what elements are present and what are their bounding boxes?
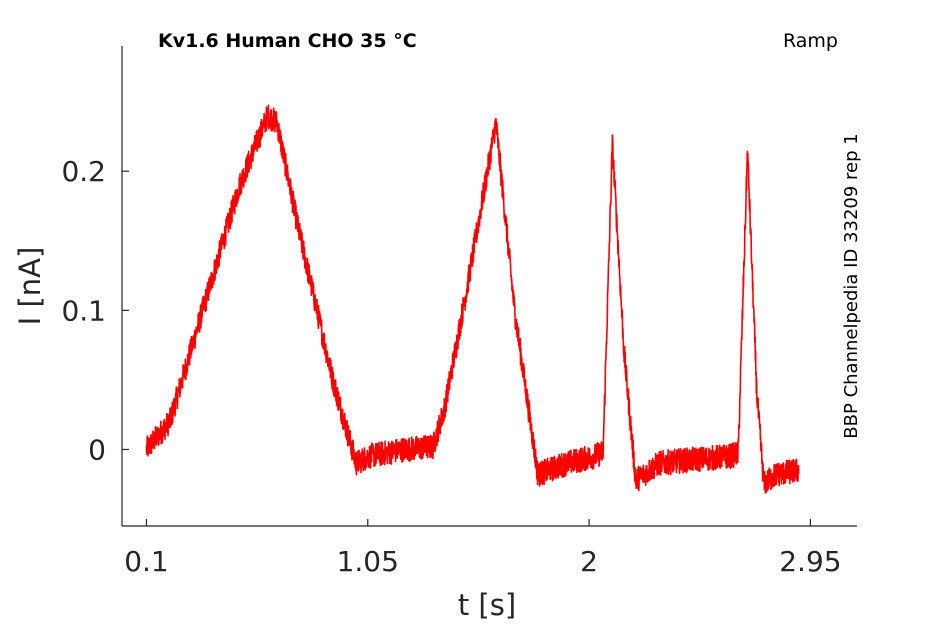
y-axis-ticks: 0 0.1 0.2 <box>61 155 129 466</box>
y-axis-label: I [nA] <box>13 247 47 326</box>
chart-subtitle: Ramp <box>783 30 838 52</box>
y-tick-label: 0 <box>88 433 106 466</box>
x-axis-ticks: 0.1 1.05 2 2.95 <box>124 519 842 578</box>
y-tick-label: 0.2 <box>61 155 106 188</box>
x-tick-label: 2 <box>580 545 598 578</box>
channelpedia-id-annotation: BBP Channelpedia ID 33209 rep 1 <box>841 133 862 438</box>
current-trace-series-0 <box>145 104 800 494</box>
x-tick-label: 1.05 <box>337 545 399 578</box>
series-group <box>145 104 800 494</box>
x-tick-label: 2.95 <box>779 545 841 578</box>
x-axis-label: t [s] <box>458 588 516 622</box>
y-tick-label: 0.1 <box>61 294 106 327</box>
chart-title: Kv1.6 Human CHO 35 °C <box>158 30 417 52</box>
x-tick-label: 0.1 <box>124 545 169 578</box>
